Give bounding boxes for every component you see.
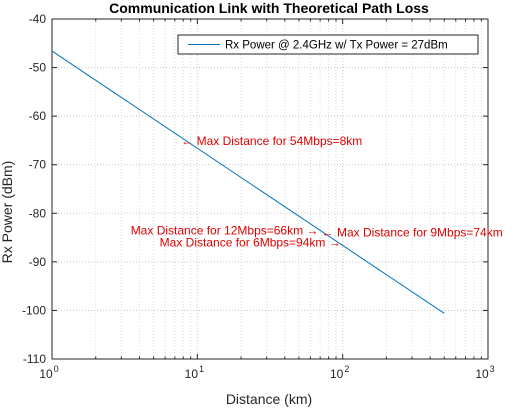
y-axis-ticks: -40 -50 -60 -70 -80 -90 -100 -110 xyxy=(22,12,488,366)
y-tick-label: -110 xyxy=(23,352,46,366)
annotation-label: Max Distance for 6Mbps=94km → xyxy=(160,235,341,249)
y-tick-label: -60 xyxy=(29,109,47,123)
plot-background xyxy=(52,19,488,359)
legend: Rx Power @ 2.4GHz w/ Tx Power = 27dBm xyxy=(177,34,479,55)
y-tick-label: -90 xyxy=(29,255,47,269)
annotation-label: ← Max Distance for 9Mbps=74km xyxy=(322,226,503,240)
series-line-rx-power xyxy=(51,50,445,314)
y-tick-label: -70 xyxy=(29,158,47,172)
y-axis-label: Rx Power (dBm) xyxy=(0,161,15,264)
chart-title: Communication Link with Theoretical Path… xyxy=(109,0,429,16)
plot-area: 100 101 102 103-40-50-60-70-80-90-100-110← … xyxy=(22,12,503,381)
axes-box xyxy=(51,18,489,360)
legend-box xyxy=(177,34,479,55)
grid-lines xyxy=(52,19,488,359)
annotation-label: Max Distance for 12Mbps=66km → xyxy=(131,223,319,237)
y-tick-label: -40 xyxy=(29,12,47,26)
x-axis-label: Distance (km) xyxy=(226,391,312,407)
x-tick-label-exponent: 0 xyxy=(54,364,59,374)
y-tick-label: -50 xyxy=(29,61,47,75)
legend-entry-label: Rx Power @ 2.4GHz w/ Tx Power = 27dBm xyxy=(225,40,448,52)
x-tick-label-exponent: 1 xyxy=(199,364,204,374)
annotations: ← Max Distance for 54Mbps=8km Max Distanc… xyxy=(131,134,503,250)
y-tick-label: -100 xyxy=(22,303,46,317)
x-tick-label-exponent: 2 xyxy=(344,364,349,374)
series-group xyxy=(51,50,445,314)
annotation-label: ← Max Distance for 54Mbps=8km xyxy=(181,134,362,148)
y-tick-label: -80 xyxy=(29,206,47,220)
x-tick-label-exponent: 3 xyxy=(490,364,495,374)
